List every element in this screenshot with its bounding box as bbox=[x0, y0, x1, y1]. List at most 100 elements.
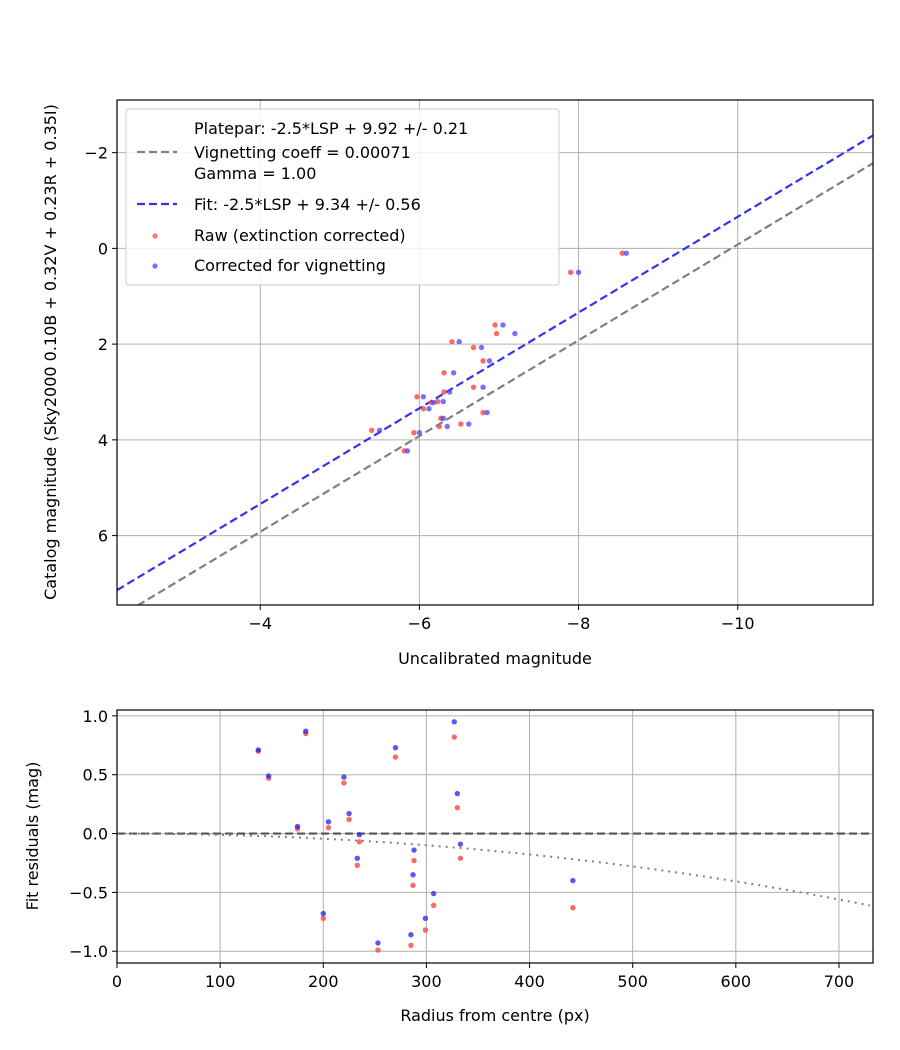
raw-point bbox=[493, 330, 500, 337]
corrected-point bbox=[410, 872, 416, 878]
corrected-point bbox=[422, 915, 429, 921]
corrected-point bbox=[375, 940, 381, 946]
y-tick-label: 0.5 bbox=[83, 766, 108, 785]
legend-fit-label: Fit: -2.5*LSP + 9.34 +/- 0.56 bbox=[194, 195, 421, 214]
y-tick-label: 2 bbox=[98, 335, 108, 354]
x-tick-label: −10 bbox=[721, 614, 755, 633]
y-tick-label: 6 bbox=[98, 527, 108, 546]
y-tick-label: −1.0 bbox=[69, 942, 108, 961]
raw-point bbox=[458, 421, 464, 427]
x-tick-label: 0 bbox=[112, 972, 122, 991]
bottom-reference-lines bbox=[117, 832, 873, 907]
x-tick-label: −4 bbox=[248, 614, 272, 633]
residuals-plot: 0 100 200 300 400 500 600 7001.00.50.0−0.5−1.0 … bbox=[23, 707, 874, 1025]
raw-point bbox=[470, 344, 477, 351]
raw-point bbox=[411, 857, 417, 864]
corrected-point bbox=[376, 427, 383, 433]
raw-point bbox=[619, 250, 626, 256]
corrected-point bbox=[325, 819, 332, 825]
y-tick-label: 0 bbox=[98, 239, 108, 258]
corrected-point bbox=[575, 269, 582, 276]
raw-point bbox=[411, 429, 417, 436]
x-tick-label: −8 bbox=[567, 614, 591, 633]
x-tick-label: −6 bbox=[408, 614, 432, 633]
corrected-point bbox=[356, 832, 363, 838]
corrected-point bbox=[484, 409, 490, 416]
raw-point bbox=[454, 804, 461, 811]
corrected-point bbox=[570, 877, 576, 884]
raw-point bbox=[375, 947, 381, 953]
raw-point bbox=[480, 409, 486, 416]
raw-point bbox=[325, 824, 332, 831]
top-axes-frame bbox=[116, 99, 874, 606]
legend-platepar-line-2: Vignetting coeff = 0.00071 bbox=[194, 143, 411, 162]
y-tick-label: −0.5 bbox=[69, 883, 108, 902]
y-tick-label: 1.0 bbox=[83, 707, 108, 726]
corrected-point bbox=[294, 823, 301, 830]
corrected-point bbox=[454, 790, 461, 797]
bottom-axes-frame bbox=[116, 709, 874, 964]
raw-point bbox=[408, 942, 414, 949]
x-tick-label: 500 bbox=[617, 972, 648, 991]
corrected-point bbox=[440, 415, 446, 422]
legend-corrected-label: Corrected for vignetting bbox=[194, 256, 386, 275]
top-fit-lines bbox=[117, 134, 873, 605]
top-x-axis-label: Uncalibrated magnitude bbox=[398, 649, 592, 668]
bottom-x-axis-label: Radius from centre (px) bbox=[400, 1006, 589, 1025]
corrected-point bbox=[456, 339, 462, 345]
corrected-point bbox=[431, 399, 437, 406]
corrected-point bbox=[320, 910, 326, 917]
raw-point bbox=[480, 358, 486, 364]
raw-point bbox=[341, 780, 347, 786]
corrected-point bbox=[404, 448, 411, 454]
raw-point bbox=[451, 734, 457, 740]
corrected-point bbox=[346, 810, 352, 817]
corrected-point bbox=[450, 370, 457, 376]
corrected-point bbox=[303, 728, 309, 734]
y-tick-label: 4 bbox=[98, 431, 108, 450]
corrected-point bbox=[478, 344, 485, 351]
fit-line bbox=[117, 134, 873, 592]
platepar-line bbox=[136, 162, 873, 605]
raw-point bbox=[470, 384, 477, 390]
raw-point bbox=[320, 915, 326, 921]
bottom-y-axis-label: Fit residuals (mag) bbox=[23, 762, 42, 911]
bottom-points bbox=[255, 719, 576, 953]
corrected-point bbox=[446, 389, 453, 395]
corrected-point bbox=[341, 774, 347, 780]
x-tick-label: 200 bbox=[308, 972, 339, 991]
corrected-point bbox=[420, 394, 427, 400]
corrected-point bbox=[466, 421, 472, 427]
corrected-point bbox=[265, 773, 272, 779]
legend-box bbox=[125, 108, 560, 286]
top-y-axis-label: Catalog magnitude (Sky2000 0.10B + 0.32V… bbox=[41, 104, 60, 600]
y-tick-label: −2 bbox=[84, 144, 108, 163]
corrected-point bbox=[392, 744, 399, 751]
legend-corrected-marker bbox=[152, 263, 158, 269]
corrected-point bbox=[440, 398, 446, 405]
raw-point bbox=[449, 339, 455, 345]
raw-point bbox=[430, 902, 437, 909]
raw-point bbox=[346, 816, 352, 823]
calibration-plot: −4 −6 −8 −10 −2 0 2 4 6 Uncalibrated magnitude C… bbox=[41, 99, 874, 668]
bottom-ticks: 0 100 200 300 400 500 600 700 1.0 0.5 0.0 −0.5 −1.0 bbox=[69, 707, 854, 991]
corrected-point bbox=[444, 423, 450, 430]
raw-point bbox=[356, 839, 363, 845]
raw-point bbox=[441, 370, 447, 376]
raw-point bbox=[441, 389, 447, 395]
x-tick-label: 300 bbox=[411, 972, 442, 991]
vignetting-curve bbox=[117, 832, 871, 907]
raw-point bbox=[457, 855, 464, 861]
corrected-point bbox=[480, 384, 486, 390]
corrected-point bbox=[500, 322, 506, 328]
raw-point bbox=[570, 904, 576, 911]
legend-platepar-line-1: Platepar: -2.5*LSP + 9.92 +/- 0.21 bbox=[194, 119, 468, 138]
x-tick-label: 600 bbox=[721, 972, 752, 991]
corrected-point bbox=[416, 429, 423, 436]
raw-point bbox=[392, 754, 399, 760]
corrected-point bbox=[430, 890, 437, 897]
legend: Platepar: -2.5*LSP + 9.92 +/- 0.21 Vigne… bbox=[125, 108, 560, 286]
y-tick-label: 0.0 bbox=[83, 825, 108, 844]
corrected-point bbox=[426, 406, 432, 412]
